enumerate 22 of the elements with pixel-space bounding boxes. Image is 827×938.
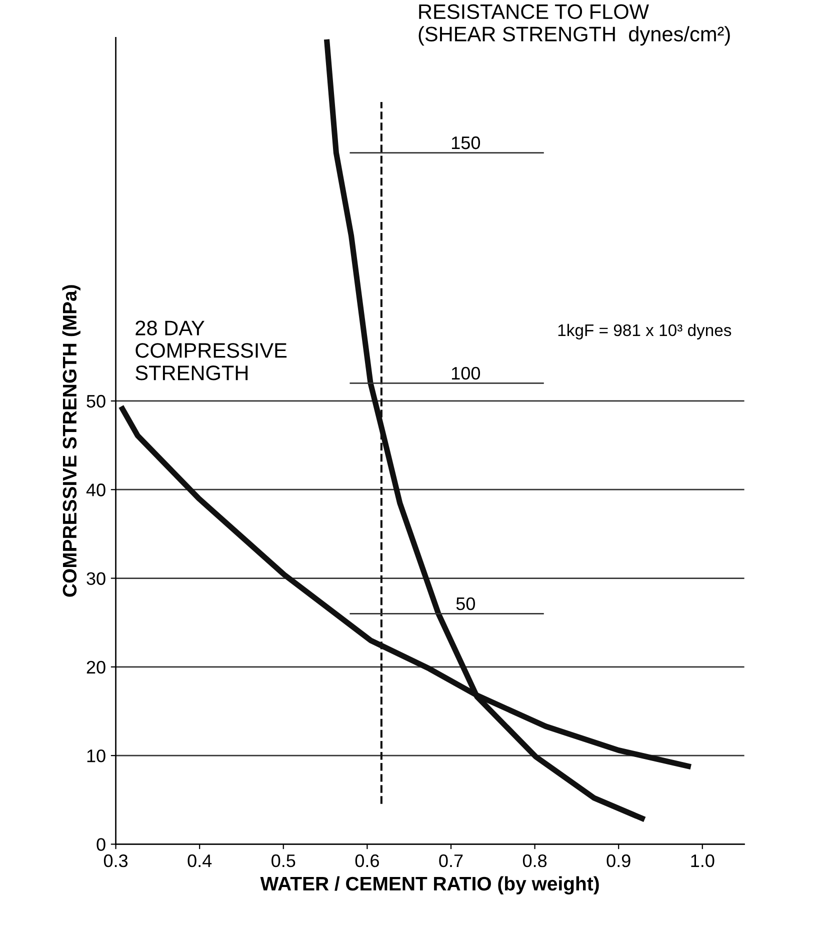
- x-tick-label: 0.8: [522, 854, 547, 868]
- y-tick-label: 0: [96, 838, 106, 851]
- x-axis-title: WATER / CEMENT RATIO (by weight): [260, 876, 599, 895]
- y-tick-label: 40: [86, 484, 106, 496]
- annotation: 28 DAY COMPRESSIVE STRENGTH: [136, 320, 287, 380]
- y-tick-label: 30: [86, 572, 106, 585]
- ref-line-label: 100: [452, 366, 480, 380]
- y-tick-label: 50: [86, 394, 106, 408]
- x-tick-label: 0.7: [439, 854, 463, 868]
- x-tick-label: 0.4: [188, 854, 212, 868]
- y-axis-title: COMPRESSIVE STRENGTH (MPa): [62, 285, 80, 597]
- y-tick-label: 10: [87, 749, 106, 762]
- x-tick-label: 1.0: [691, 854, 714, 868]
- y-tick-label: 20: [86, 660, 106, 674]
- x-tick-label: 0.6: [355, 854, 379, 868]
- ref-line-label: 50: [456, 597, 475, 610]
- annotation: 1kgF = 981 x 10³ dynes: [558, 324, 732, 340]
- x-tick-label: 0.5: [272, 854, 296, 868]
- x-tick-label: 0.9: [606, 854, 630, 868]
- ref-line-label: 150: [452, 136, 480, 150]
- y2-axis-title: RESISTANCE TO FLOW (SHEAR STRENGTH dynes/cm²): [418, 4, 730, 46]
- x-tick-label: 0.3: [104, 854, 128, 868]
